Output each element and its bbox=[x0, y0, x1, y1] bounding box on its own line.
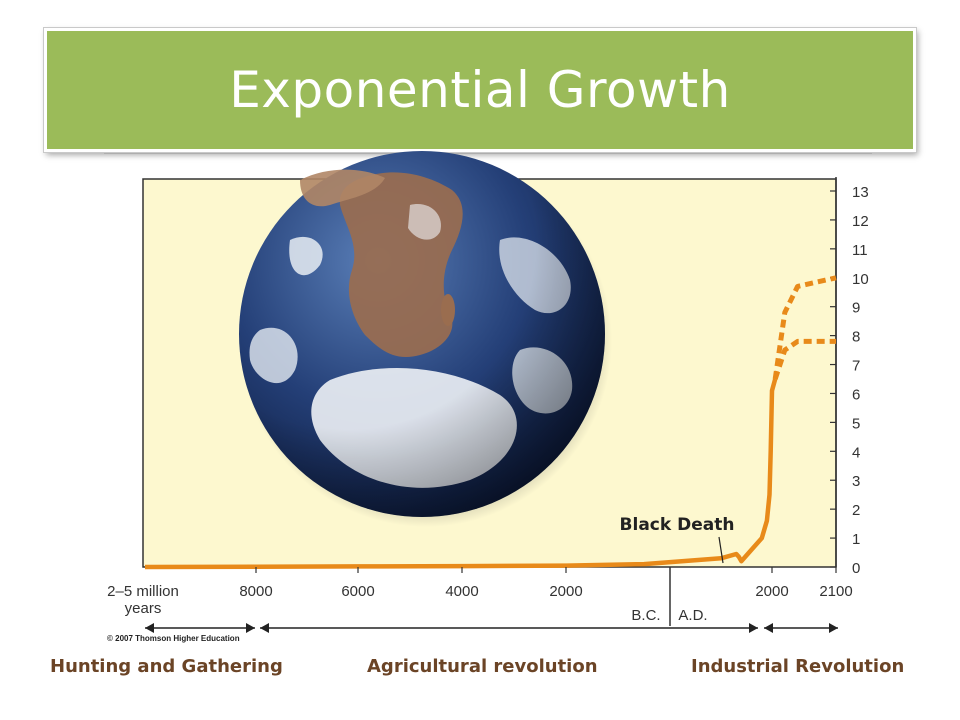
x-tick-label: 6000 bbox=[341, 583, 374, 600]
y-tick-label: 0 bbox=[852, 560, 860, 577]
y-tick-label: 13 bbox=[852, 184, 869, 201]
x-tick-label: 2100 bbox=[819, 583, 852, 600]
population-curves bbox=[144, 275, 837, 570]
y-tick-label: 11 bbox=[852, 242, 868, 259]
projection-line bbox=[772, 275, 837, 380]
population-line bbox=[144, 378, 778, 570]
y-tick-label: 6 bbox=[852, 386, 860, 403]
black-death-pointer bbox=[718, 536, 724, 564]
era-label-hunting: Hunting and Gathering bbox=[50, 656, 283, 677]
x-tick-label: 8000 bbox=[239, 583, 272, 600]
y-tick-label: 4 bbox=[852, 444, 860, 461]
arrow-head bbox=[764, 623, 773, 633]
era-label-agricultural: Agricultural revolution bbox=[367, 656, 598, 677]
arrow-head bbox=[749, 623, 758, 633]
y-tick-label: 10 bbox=[852, 271, 869, 288]
copyright-text: © 2007 Thomson Higher Education bbox=[107, 634, 240, 643]
y-tick-label: 3 bbox=[852, 473, 860, 490]
y-tick-label: 12 bbox=[852, 213, 869, 230]
slide-title: Exponential Growth bbox=[229, 61, 731, 119]
arrow-head bbox=[260, 623, 269, 633]
black-death-annotation: Black Death bbox=[620, 515, 735, 535]
x-tick-label: 2000 bbox=[549, 583, 582, 600]
y-tick-label: 7 bbox=[852, 358, 860, 375]
y-tick-label: 5 bbox=[852, 415, 860, 432]
earth-image bbox=[239, 151, 612, 527]
arrow-head bbox=[246, 623, 255, 633]
y-tick-label: 1 bbox=[852, 531, 860, 548]
projection-line bbox=[772, 338, 836, 380]
x-tick-label: 2–5 million years bbox=[107, 583, 179, 617]
era-label-industrial: Industrial Revolution bbox=[691, 656, 905, 677]
y-tick-label: 2 bbox=[852, 502, 860, 519]
x-axis: 2–5 million years 8000 6000 4000 2000 2000 2100… bbox=[107, 567, 853, 626]
arrow-head bbox=[145, 623, 154, 633]
title-bar: Exponential Growth bbox=[44, 28, 916, 152]
x-tick-label: 4000 bbox=[445, 583, 478, 600]
y-tick-label: 8 bbox=[852, 329, 860, 346]
y-tick-label: 9 bbox=[852, 300, 860, 317]
era-marker-ad: A.D. bbox=[678, 607, 707, 624]
arrow-head bbox=[829, 623, 838, 633]
era-arrows bbox=[145, 623, 838, 633]
title-bar-shadow bbox=[104, 150, 872, 154]
era-marker-bc: B.C. bbox=[631, 607, 660, 624]
x-tick-label: 2000 bbox=[755, 583, 788, 600]
